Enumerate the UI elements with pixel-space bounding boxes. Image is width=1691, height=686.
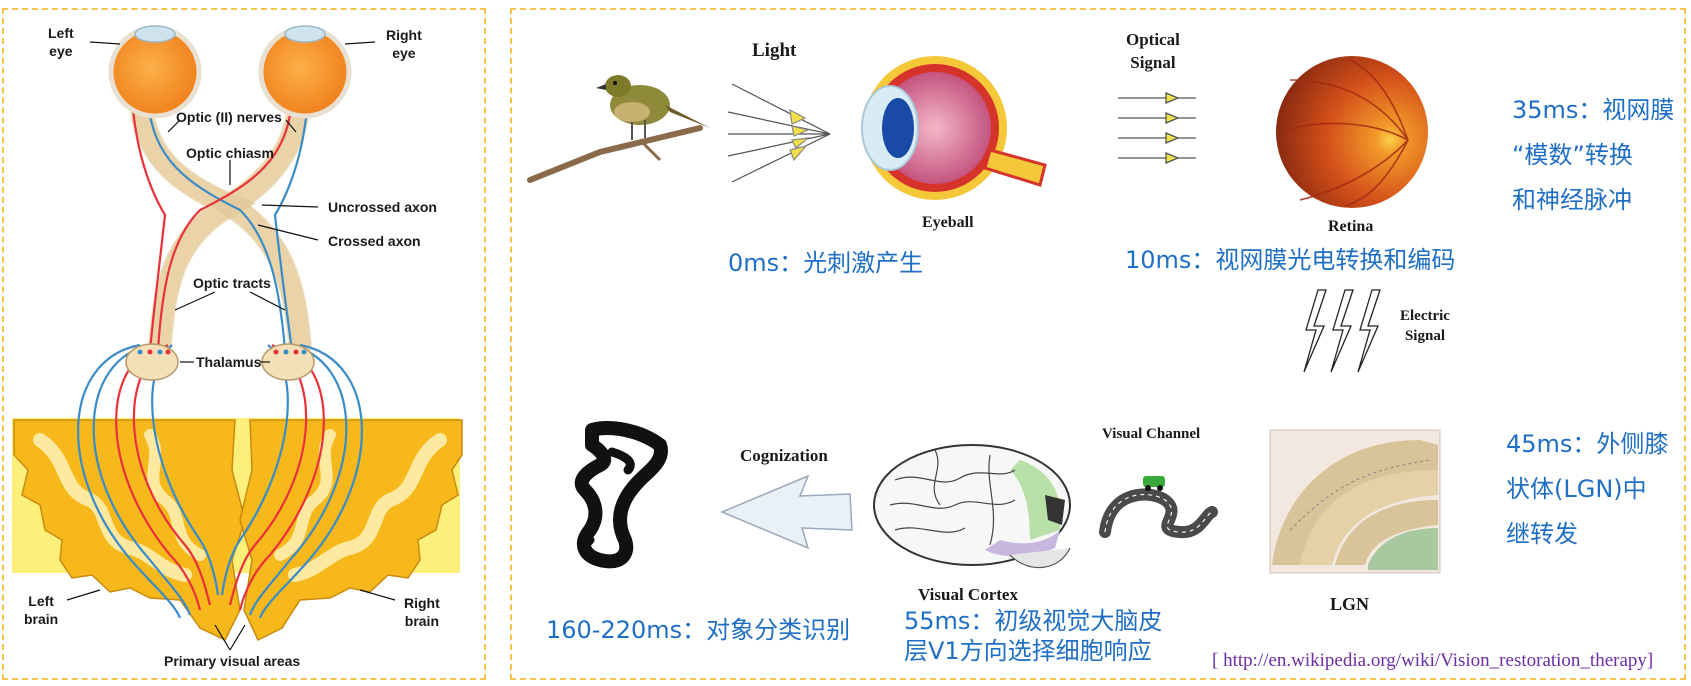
visual-cortex-label: Visual Cortex — [918, 585, 1018, 604]
optical-signal-arrows-icon — [1118, 92, 1196, 164]
visual-pathway-anatomy — [12, 25, 463, 651]
lgn-label: LGN — [1330, 594, 1370, 614]
lgn-icon — [1269, 429, 1441, 574]
visual-channel-label: Visual Channel — [1102, 426, 1201, 442]
crossed-axon-label: Crossed axon — [328, 233, 421, 249]
cognized-object-silhouette — [574, 421, 668, 569]
electric-signal-label: Electric Signal — [1400, 308, 1450, 344]
timeline-160-220ms: 160-220ms：对象分类识别 — [546, 616, 851, 644]
bird-icon — [527, 75, 710, 183]
visual-channel-road-icon — [1099, 476, 1218, 539]
left-eye-label: Left eye — [48, 25, 74, 59]
eyeball-label: Eyeball — [922, 214, 974, 231]
left-brain-label: Left brain — [24, 593, 59, 627]
light-label: Light — [752, 40, 797, 61]
optical-signal-label: Optical Signal — [1126, 30, 1180, 72]
light-rays-icon — [727, 83, 831, 183]
retina-icon — [1276, 56, 1428, 208]
pipeline-panel — [510, 8, 1686, 680]
eyeball-icon — [861, 56, 1047, 200]
visual-cortex-brain-icon — [873, 444, 1071, 569]
electric-signal-icon — [1303, 289, 1381, 373]
timeline-10ms: 10ms：视网膜光电转换和编码 — [1125, 246, 1456, 274]
timeline-0ms: 0ms：光刺激产生 — [728, 249, 924, 277]
right-eyeball — [258, 25, 352, 119]
right-eye-label: Right eye — [386, 27, 422, 61]
retina-label: Retina — [1328, 218, 1374, 235]
timeline-45ms: 45ms：外侧膝 状体(LGN)中 继转发 — [1506, 430, 1669, 548]
label-leader-lines — [66, 41, 396, 651]
primary-visual-areas-label: Primary visual areas — [164, 653, 301, 669]
source-link[interactable]: [ http://en.wikipedia.org/wiki/Vision_re… — [1212, 650, 1654, 671]
left-eyeball — [108, 25, 202, 119]
optic-nerves-label: Optic (II) nerves — [176, 109, 282, 125]
timeline-55ms: 55ms：初级视觉大脑皮 层V1方向选择细胞响应 — [904, 607, 1163, 665]
axons — [77, 94, 363, 619]
optic-chiasm-label: Optic chiasm — [186, 145, 274, 161]
optic-tracts-label: Optic tracts — [193, 275, 271, 291]
cognization-label: Cognization — [740, 446, 828, 465]
cognization-arrow-icon — [720, 474, 853, 550]
timeline-35ms: 35ms：视网膜 “模数”转换 和神经脉冲 — [1512, 96, 1675, 214]
uncrossed-axon-label: Uncrossed axon — [328, 199, 437, 215]
thalamus-label: Thalamus — [196, 354, 262, 370]
right-brain-label: Right brain — [404, 595, 440, 629]
